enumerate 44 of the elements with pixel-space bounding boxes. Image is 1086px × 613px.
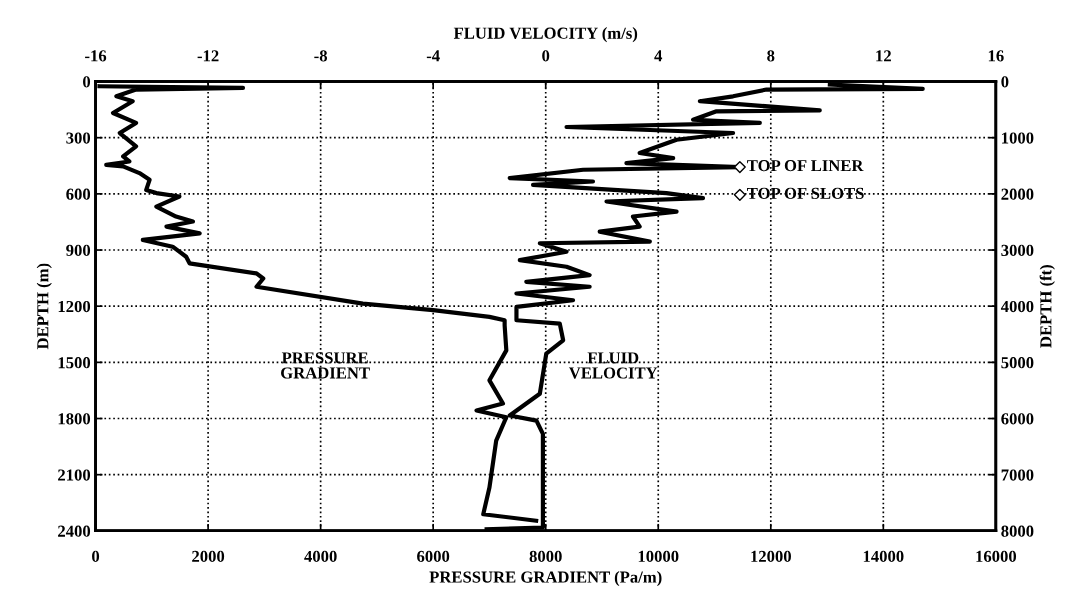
x-tick-label: 10000 xyxy=(638,550,679,563)
x2-tick-label: 16 xyxy=(988,50,1004,62)
text: PRESSURE GRADIENT xyxy=(281,352,370,379)
x-axis-title: PRESSURE GRADIENT (Pa/m) xyxy=(429,570,662,587)
y-tick-label: 2400 xyxy=(58,525,91,537)
y-tick-label: 900 xyxy=(66,244,91,256)
y2-tick-label: 7000 xyxy=(1001,469,1034,481)
y-axis-title: DEPTH (m) xyxy=(36,263,52,350)
y2-axis-title: DEPTH (ft) xyxy=(1039,265,1055,348)
x2-tick-label: -12 xyxy=(197,50,219,62)
x-tick-label: 8000 xyxy=(529,550,562,563)
y2-tick-label: 1000 xyxy=(1002,132,1034,144)
x-tick-label: 4000 xyxy=(304,550,337,563)
y2-tick-label: 8000 xyxy=(1001,525,1034,537)
y-tick-label: 2100 xyxy=(58,469,91,481)
y2-tick-label: 0 xyxy=(1001,76,1009,88)
x2-tick-label: 0 xyxy=(542,50,550,62)
x-tick-label: 2000 xyxy=(192,550,225,563)
x2-tick-label: 8 xyxy=(767,50,775,62)
y-tick-label: 1500 xyxy=(58,357,91,369)
x2-tick-label: -4 xyxy=(426,50,440,62)
y2-tick-label: 4000 xyxy=(1000,300,1034,313)
x-tick-label: 14000 xyxy=(863,550,904,563)
x-tick-label: 16000 xyxy=(976,550,1017,563)
y-tick-label: 1200 xyxy=(58,300,91,313)
x-tick-label: 0 xyxy=(92,550,100,563)
x2-tick-label: 12 xyxy=(876,50,891,62)
annotation: TOP OF SLOTS xyxy=(747,187,864,199)
x2-axis-title: FLUID VELOCITY (m/s) xyxy=(453,27,638,43)
y2-tick-label: 3000 xyxy=(1001,244,1034,256)
y2-tick-label: 2000 xyxy=(1001,188,1034,200)
x2-tick-label: -8 xyxy=(314,50,328,62)
y-tick-label: 0 xyxy=(83,76,91,88)
x2-tick-label: 4 xyxy=(654,50,663,62)
y-tick-label: 600 xyxy=(66,188,91,200)
y2-tick-label: 5000 xyxy=(1001,357,1034,369)
x-tick-label: 6000 xyxy=(417,550,450,563)
y2-tick-label: 6000 xyxy=(1001,413,1034,425)
x2-tick-label: -16 xyxy=(85,50,107,62)
y-tick-label: 300 xyxy=(66,132,91,144)
annotation: TOP OF LINER xyxy=(747,160,864,172)
y-tick-label: 1800 xyxy=(58,413,91,425)
x-tick-label: 12000 xyxy=(751,550,791,563)
series-label: FLUID VELOCITY xyxy=(568,352,658,379)
